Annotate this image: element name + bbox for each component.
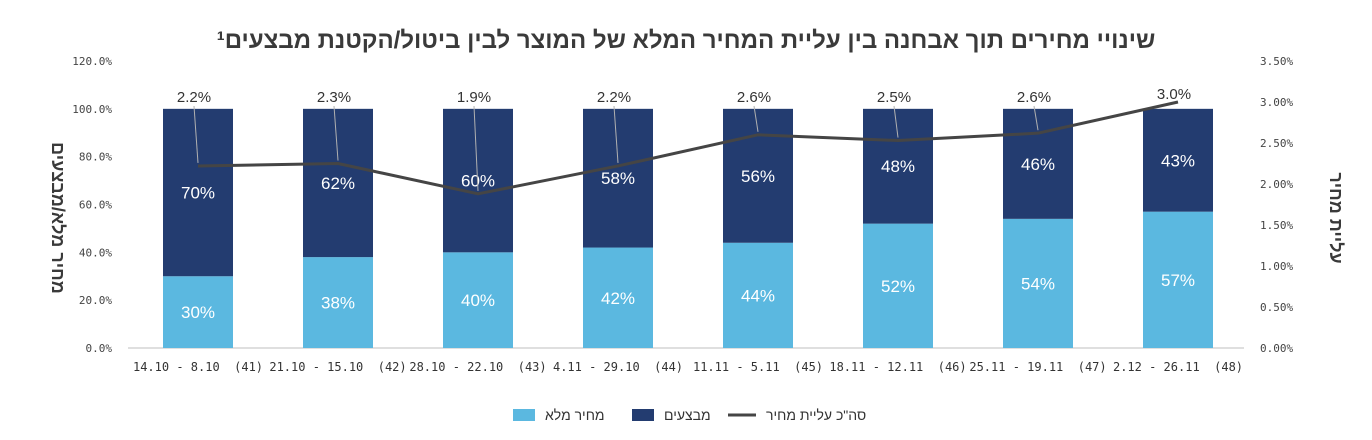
y-tick-label: 0.0% bbox=[86, 342, 113, 355]
y2-axis-label: עליית מחיר bbox=[1326, 172, 1346, 263]
legend-swatch-promotions bbox=[632, 409, 654, 421]
chart-title: שינויי מחירים תוך אבחנה בין עליית המחיר … bbox=[217, 27, 1156, 54]
bar-full-price-label: 54% bbox=[1021, 274, 1055, 293]
x-tick-label: 2.12 - 26.11 (48) bbox=[1113, 360, 1243, 374]
x-tick-label: 28.10 - 22.10 (43) bbox=[409, 360, 546, 374]
bar-promotions-label: 58% bbox=[601, 169, 635, 188]
category-labels: 14.10 - 8.10 (41) 21.10 - 15.10 (42) 28.10… bbox=[133, 360, 1243, 374]
leader-line bbox=[473, 105, 479, 191]
leader-line bbox=[613, 105, 619, 163]
total-increase-label: 2.6% bbox=[1017, 89, 1051, 106]
bar-promotions-label: 62% bbox=[321, 174, 355, 193]
leader-lines bbox=[193, 105, 1039, 191]
bar-full-price bbox=[1143, 211, 1213, 348]
bar-promotions-label: 43% bbox=[1161, 151, 1195, 170]
total-increase-label: 3.0% bbox=[1157, 86, 1191, 103]
bar-promotions bbox=[303, 108, 373, 258]
y2-tick-label: 0.00% bbox=[1260, 342, 1293, 355]
bar-promotions-label: 46% bbox=[1021, 155, 1055, 174]
bar-promotions bbox=[163, 108, 233, 277]
bar-full-price-label: 40% bbox=[461, 291, 495, 310]
total-increase-label: 1.9% bbox=[457, 89, 491, 106]
y-axis-label: מחיר מלא/מבצעים bbox=[48, 142, 68, 294]
x-tick-label: 14.10 - 8.10 (41) bbox=[133, 360, 263, 374]
y-tick-label: 120.0% bbox=[72, 55, 112, 68]
total-increase-label: 2.5% bbox=[877, 89, 911, 106]
y2-tick-label: 3.00% bbox=[1260, 96, 1293, 109]
leader-line bbox=[893, 105, 899, 138]
bar-full-price bbox=[303, 257, 373, 348]
y2-tick-label: 1.00% bbox=[1260, 260, 1293, 273]
legend: מחיר מלא מבצעים סה"כ עליית מחיר bbox=[513, 407, 866, 423]
leader-line bbox=[1033, 105, 1039, 131]
bars: 30%70%38%62%40%60%42%58%44%56%52%48%54%4… bbox=[163, 108, 1213, 348]
x-tick-label: 21.10 - 15.10 (42) bbox=[269, 360, 406, 374]
y-tick-label: 20.0% bbox=[79, 294, 112, 307]
total-increase-line bbox=[197, 100, 1179, 196]
bar-full-price-label: 30% bbox=[181, 303, 215, 322]
bar-full-price bbox=[863, 223, 933, 348]
y2-tick-label: 3.50% bbox=[1260, 55, 1293, 68]
bar-full-price bbox=[163, 276, 233, 348]
line-series: 2.2% 2.3% 1.9% 2.2% 2.6% 2.5% 2.6% 3.0% bbox=[177, 86, 1191, 196]
y-tick-label: 60.0% bbox=[79, 199, 112, 212]
x-tick-label: 25.11 - 19.11 (47) bbox=[969, 360, 1106, 374]
x-tick-label: 4.11 - 29.10 (44) bbox=[553, 360, 683, 374]
bar-full-price-label: 52% bbox=[881, 277, 915, 296]
bar-promotions bbox=[1143, 108, 1213, 212]
bar-full-price bbox=[723, 242, 793, 348]
y-tick-label: 40.0% bbox=[79, 246, 112, 259]
leader-line bbox=[193, 105, 199, 163]
legend-label-total-increase: סה"כ עליית מחיר bbox=[766, 407, 866, 423]
y-tick-label: 80.0% bbox=[79, 151, 112, 164]
leader-line bbox=[753, 105, 759, 132]
total-increase-label: 2.6% bbox=[737, 89, 771, 106]
bar-promotions-label: 70% bbox=[181, 184, 215, 203]
bar-full-price bbox=[583, 247, 653, 348]
bar-promotions-label: 48% bbox=[881, 157, 915, 176]
bar-full-price-label: 42% bbox=[601, 289, 635, 308]
y2-tick-label: 1.50% bbox=[1260, 219, 1293, 232]
y2-tick-label: 0.50% bbox=[1260, 301, 1293, 314]
right-axis: 0.00% 0.50% 1.00% 1.50% 2.00% 2.50% 3.00% 3.50% bbox=[1260, 55, 1293, 355]
legend-label-full-price: מחיר מלא bbox=[545, 407, 605, 423]
total-increase-label: 2.2% bbox=[597, 89, 631, 106]
bar-full-price bbox=[443, 252, 513, 348]
x-tick-label: 18.11 - 12.11 (46) bbox=[829, 360, 966, 374]
bar-full-price-label: 38% bbox=[321, 294, 355, 313]
legend-swatch-full-price bbox=[513, 409, 535, 421]
y-tick-label: 100.0% bbox=[72, 103, 112, 116]
leader-line bbox=[333, 105, 339, 161]
bar-full-price-label: 44% bbox=[741, 286, 775, 305]
bar-full-price bbox=[1003, 218, 1073, 348]
bar-promotions bbox=[863, 108, 933, 224]
bar-promotions bbox=[583, 108, 653, 248]
y2-tick-label: 2.50% bbox=[1260, 137, 1293, 150]
bar-full-price-label: 57% bbox=[1161, 271, 1195, 290]
left-axis: 0.0% 20.0% 40.0% 60.0% 80.0% 100.0% 120.0% bbox=[72, 55, 112, 355]
legend-label-promotions: מבצעים bbox=[664, 407, 711, 423]
bar-promotions-label: 56% bbox=[741, 167, 775, 186]
y2-tick-label: 2.00% bbox=[1260, 178, 1293, 191]
x-tick-label: 11.11 - 5.11 (45) bbox=[693, 360, 823, 374]
total-increase-label: 2.3% bbox=[317, 89, 351, 106]
total-increase-label: 2.2% bbox=[177, 89, 211, 106]
